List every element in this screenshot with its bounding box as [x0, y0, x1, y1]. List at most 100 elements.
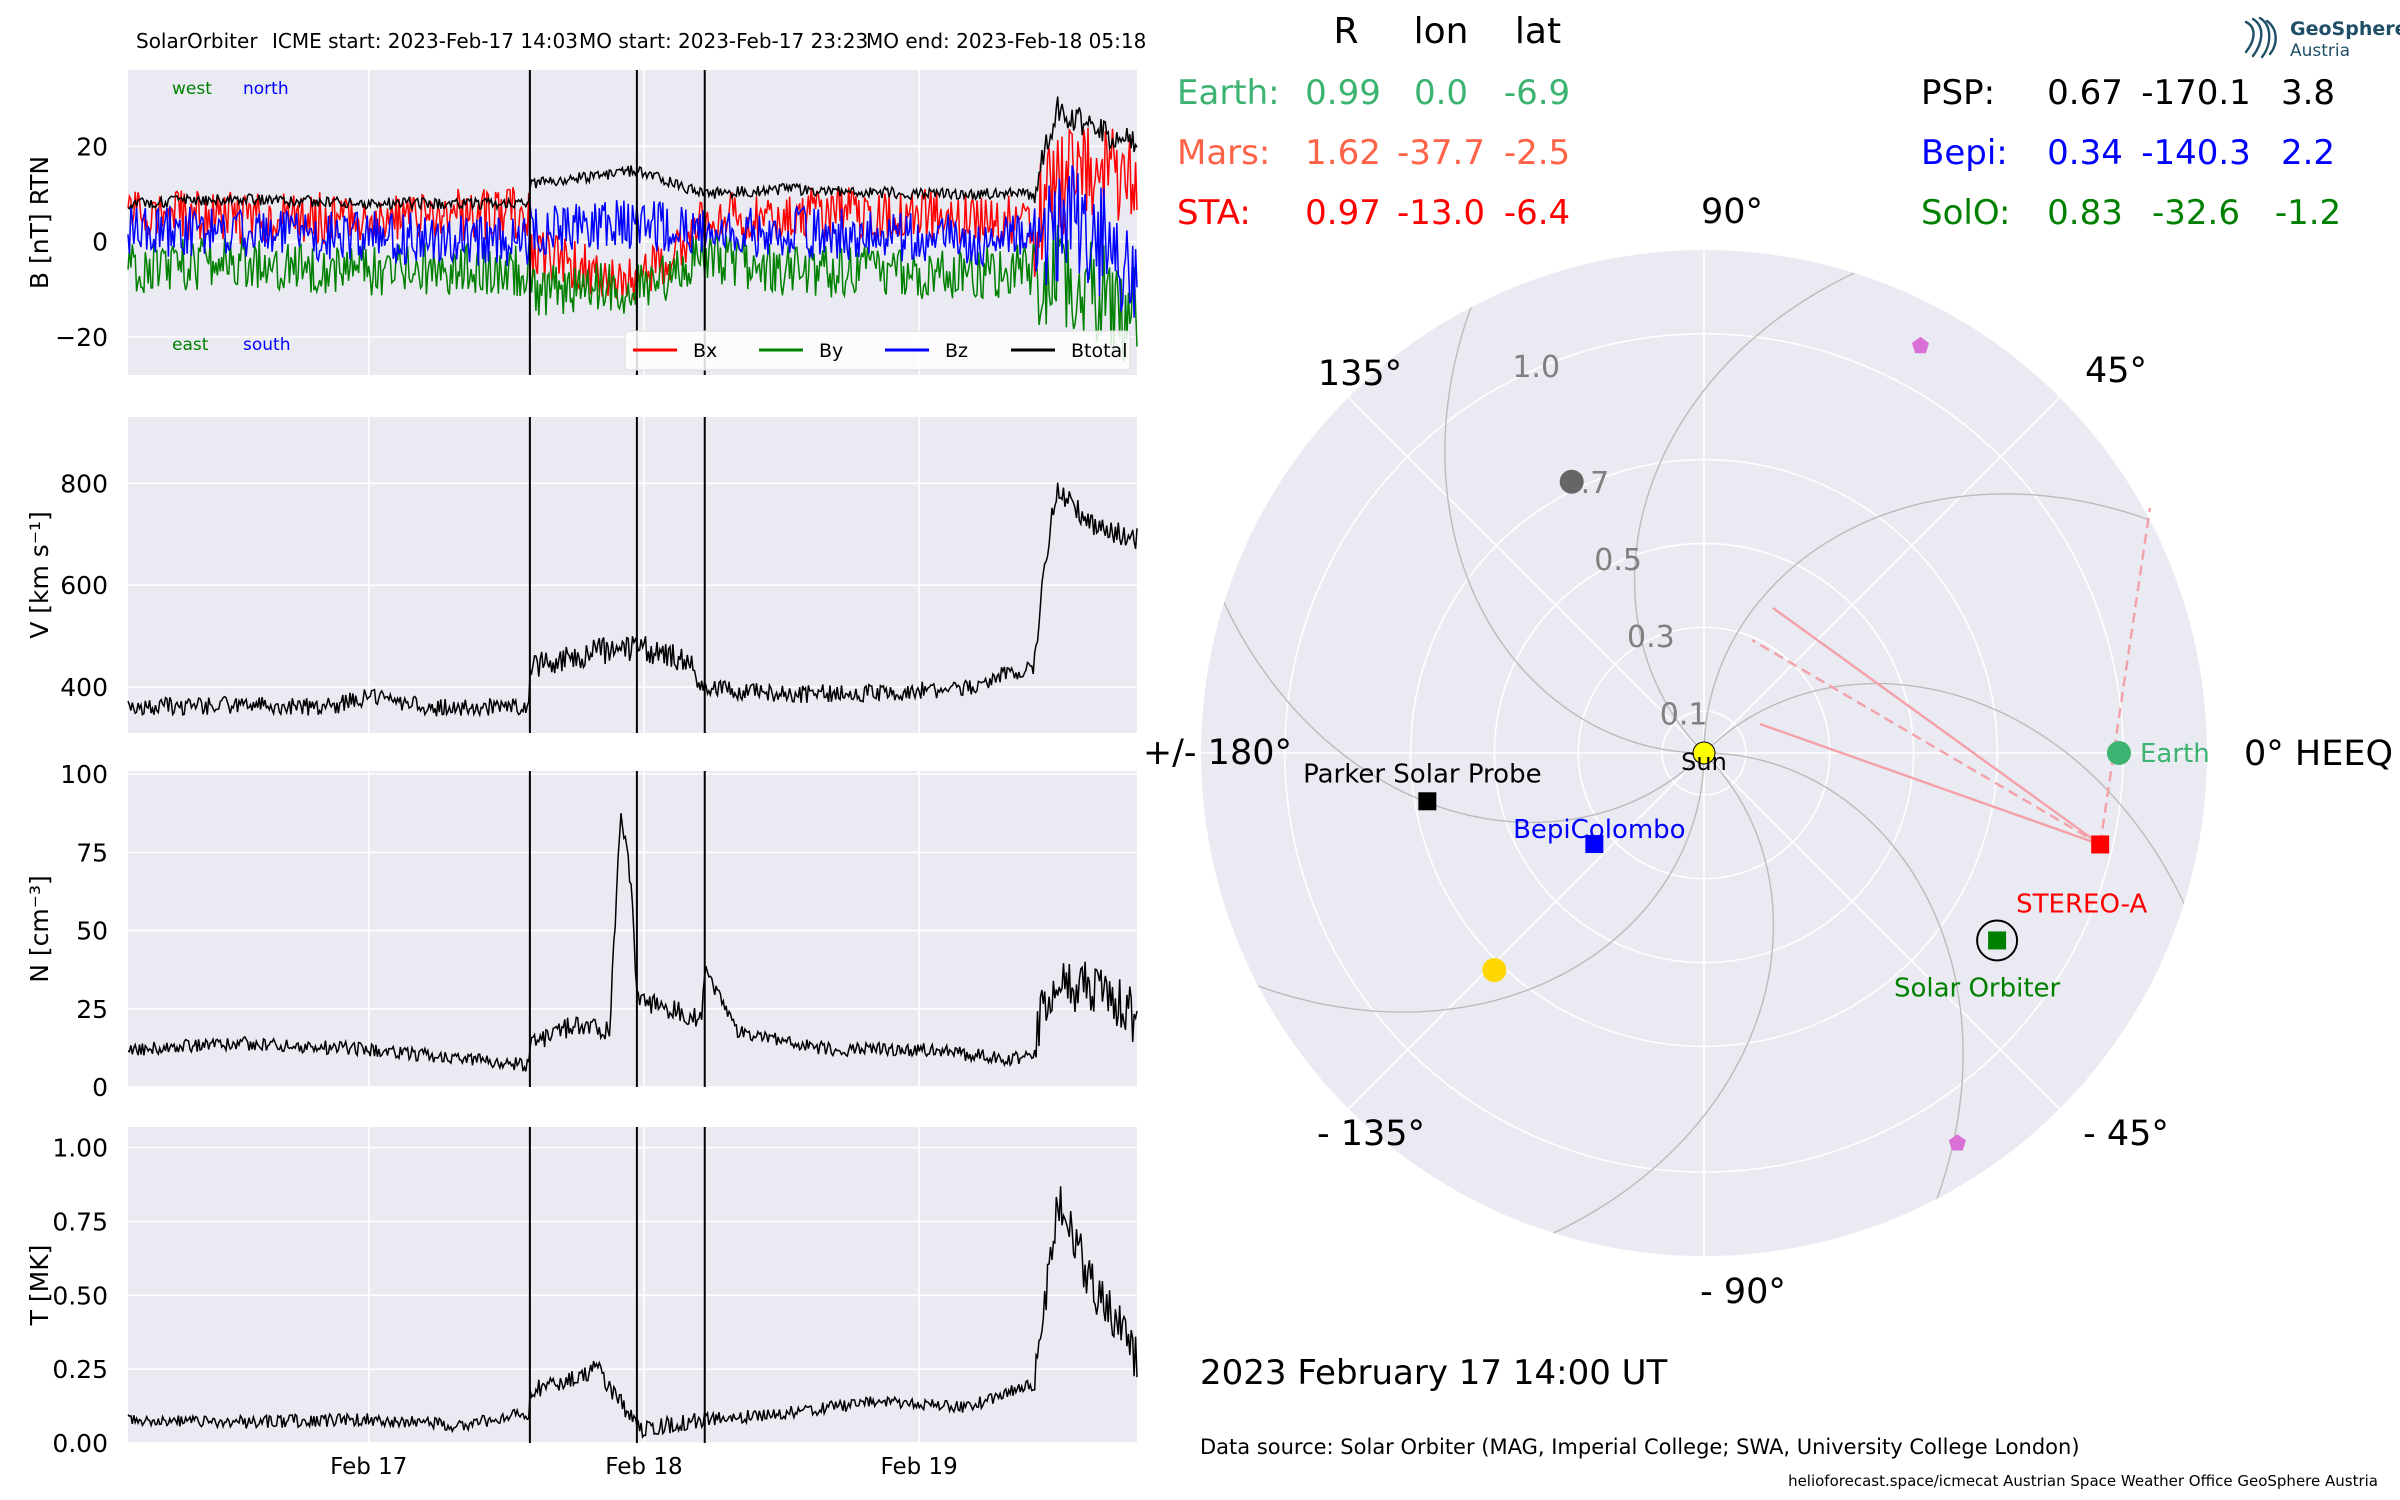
timeseries-panels: 20 0 −20 B [nT] RTN west north east south Bx By Bz… — [25, 70, 1138, 1480]
marker-parker-solar-probe — [1418, 792, 1437, 811]
logo-subtitle: Austria — [2290, 41, 2351, 61]
ylabel: T [MK] — [25, 1245, 54, 1327]
geosphere-logo: GeoSphere Austria — [2238, 14, 2400, 64]
swirl-icon — [2244, 16, 2277, 59]
row-value: 0.34 — [2047, 133, 2123, 173]
solar-orbiter-ring — [1976, 919, 2019, 962]
annotation-west: west — [172, 79, 212, 99]
ytick-label: 0.75 — [52, 1208, 108, 1237]
row-value: 0.0 — [1414, 73, 1468, 113]
parker-spiral — [1201, 758, 1775, 1256]
row-value: -1.2 — [2275, 193, 2341, 233]
ytick-label: 0.50 — [52, 1281, 108, 1310]
panel-background — [128, 417, 1137, 733]
panel-background — [128, 1127, 1137, 1443]
panel-background — [128, 771, 1137, 1087]
legend: Bx By Bz Btotal — [624, 330, 1131, 371]
row-value: 0.67 — [2047, 73, 2123, 113]
legend-label-bz: Bz — [945, 340, 968, 362]
row-name: SolO: — [1921, 193, 2010, 233]
ytick-label: 75 — [76, 838, 108, 867]
parker-spiral — [1633, 250, 2207, 748]
stereo-a-fov-line — [1751, 638, 2101, 846]
logo-name: GeoSphere — [2290, 18, 2400, 40]
angle-label: - 135° — [1317, 1114, 1425, 1154]
row-name: Earth: — [1177, 73, 1280, 113]
ylabel: V [km s⁻¹] — [25, 511, 54, 639]
marker-sun — [1692, 741, 1716, 765]
row-value: -6.9 — [1504, 73, 1570, 113]
radial-label: 0.3 — [1627, 620, 1675, 655]
ytick-label: 25 — [76, 995, 108, 1024]
row-name: PSP: — [1921, 73, 1995, 113]
header-mo-end: MO end: 2023-Feb-18 05:18 — [866, 29, 1146, 53]
panel-speed: 800 600 400 V [km s⁻¹] — [25, 417, 1138, 733]
label-sun: Sun — [1681, 748, 1727, 776]
row-value: 0.83 — [2047, 193, 2123, 233]
legend-label-btotal: Btotal — [1071, 340, 1127, 362]
header-mo-start: MO start: 2023-Feb-17 23:23 — [579, 29, 868, 53]
ytick-label: 100 — [60, 760, 108, 789]
legend-label-by: By — [819, 340, 843, 362]
ylabel: N [cm⁻³] — [25, 875, 54, 982]
radial-label: 1.0 — [1512, 350, 1560, 385]
row-value: -2.5 — [1504, 133, 1570, 173]
header-icme-start: ICME start: 2023-Feb-17 14:03 — [272, 29, 578, 53]
xtick-label: Feb 18 — [605, 1454, 682, 1480]
annotation-south: south — [243, 335, 290, 355]
parker-spiral — [1641, 752, 1964, 1256]
parker-spiral — [1709, 682, 2207, 1256]
angle-label: 90° — [1701, 192, 1763, 232]
label-parker-solar-probe: Parker Solar Probe — [1303, 759, 1541, 789]
xtick-label: Feb 17 — [330, 1454, 407, 1480]
row-value: 1.62 — [1305, 133, 1381, 173]
radial-label: 0.5 — [1594, 543, 1642, 578]
header-spacecraft: SolarOrbiter — [136, 29, 258, 53]
parker-spiral — [1444, 250, 1767, 754]
footer-credits: helioforecast.space/icmecat Austrian Spa… — [1788, 1472, 2378, 1490]
row-value: 0.97 — [1305, 193, 1381, 233]
series-line-bz — [127, 165, 1138, 318]
stereo-a-fov-line — [1759, 722, 2101, 846]
panel-magnetic_field: 20 0 −20 B [nT] RTN west north east south Bx By Bz… — [25, 70, 1138, 375]
radial-label: 0.1 — [1660, 697, 1708, 732]
label-bepicolombo: BepiColombo — [1513, 815, 1686, 845]
xtick-label: Feb 19 — [880, 1454, 957, 1480]
marker-planet_gold — [1482, 958, 1507, 983]
label-solar-orbiter: Solar Orbiter — [1894, 973, 2061, 1003]
col-header-lon: lon — [1414, 11, 1469, 52]
footer-timestamp: 2023 February 17 14:00 UT — [1200, 1353, 1668, 1393]
col-header-lat: lat — [1515, 11, 1561, 52]
legend-box — [624, 330, 1131, 371]
ytick-label: 0.25 — [52, 1355, 108, 1384]
row-value: 0.99 — [1305, 73, 1381, 113]
parker-spirals — [1201, 250, 2207, 1256]
ylabel: B [nT] RTN — [25, 156, 54, 289]
angle-label: 0° HEEQ — [2244, 734, 2393, 774]
label-earth: Earth — [2140, 739, 2210, 769]
row-value: 2.2 — [2281, 133, 2335, 173]
ytick-label: 1.00 — [52, 1134, 108, 1163]
marker-earth — [2106, 741, 2131, 765]
ytick-label: 600 — [60, 571, 108, 600]
panel-temperature: 1.00 0.75 0.50 0.25 0.00 T [MK] — [25, 1127, 1138, 1458]
row-value: -170.1 — [2141, 73, 2251, 113]
angle-label: - 45° — [2083, 1114, 2169, 1154]
parker-spiral — [1201, 250, 1699, 824]
ytick-label: 20 — [76, 132, 108, 161]
angle-label: +/- 180° — [1143, 733, 1292, 773]
row-value: -32.6 — [2152, 193, 2240, 233]
polar-grid-spoke — [1347, 396, 1705, 754]
marker-solar-orbiter — [1988, 931, 2007, 950]
stereo-a-fov-line — [1772, 607, 2101, 846]
row-value: -140.3 — [2141, 133, 2251, 173]
marker-planet_violet — [1911, 336, 1929, 354]
polar-grid-spoke — [1703, 752, 2061, 1110]
series-line-btotal — [127, 96, 1138, 212]
angle-label: - 90° — [1700, 1272, 1786, 1312]
ytick-label: −20 — [55, 323, 108, 352]
marker-bepicolombo — [1585, 835, 1604, 854]
ytick-label: 800 — [60, 469, 108, 498]
